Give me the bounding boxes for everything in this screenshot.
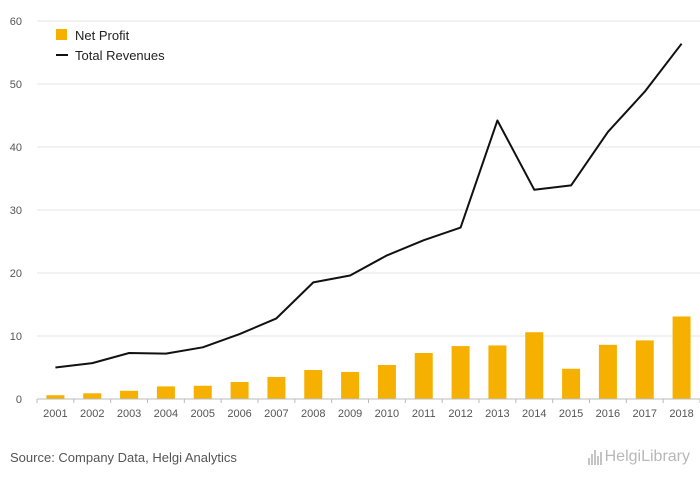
x-tick-label: 2001	[43, 408, 67, 420]
y-axis-labels: 0 10 20 30 40 50 60	[10, 16, 22, 406]
net-profit-bars	[46, 316, 691, 399]
x-tick-label: 2018	[669, 408, 693, 420]
x-axis-ticks	[36, 399, 700, 403]
x-tick-label: 2015	[559, 408, 583, 420]
x-tick-label: 2009	[338, 408, 362, 420]
bar-net-profit-2004	[156, 386, 175, 399]
bar-net-profit-2006	[230, 381, 249, 399]
y-tick-label: 50	[10, 79, 22, 91]
x-tick-label: 2014	[522, 408, 546, 420]
bar-net-profit-2008	[304, 370, 323, 399]
x-tick-label: 2002	[80, 408, 104, 420]
bar-net-profit-2010	[377, 364, 396, 399]
x-tick-label: 2012	[448, 408, 472, 420]
bar-net-profit-2007	[267, 376, 286, 399]
x-tick-label: 2010	[375, 408, 399, 420]
bar-net-profit-2013	[488, 345, 507, 399]
y-tick-label: 40	[10, 142, 22, 154]
y-tick-label: 30	[10, 205, 22, 217]
logo-bars-icon	[587, 449, 602, 465]
x-tick-label: 2004	[154, 408, 178, 420]
gridlines	[37, 20, 700, 337]
bar-net-profit-2003	[120, 390, 139, 399]
x-tick-label: 2013	[485, 408, 509, 420]
bar-net-profit-2018	[672, 316, 691, 399]
bar-net-profit-2011	[414, 353, 433, 399]
source-note: Source: Company Data, Helgi Analytics	[10, 450, 237, 465]
x-tick-label: 2003	[117, 408, 141, 420]
helgi-library-logo: HelgiLibrary	[587, 448, 690, 466]
legend-label-total-revenues: Total Revenues	[75, 48, 165, 63]
legend-label-net-profit: Net Profit	[75, 28, 130, 43]
x-axis-labels: 2001 2002 2003 2004 2005 2006 2007 2008 2009 2010…	[43, 408, 694, 420]
x-tick-label: 2008	[301, 408, 325, 420]
bar-net-profit-2005	[193, 385, 212, 399]
legend-swatch-net-profit	[56, 29, 67, 40]
x-tick-label: 2006	[227, 408, 251, 420]
bar-net-profit-2012	[451, 346, 470, 399]
x-tick-label: 2007	[264, 408, 288, 420]
y-tick-label: 10	[10, 331, 22, 343]
y-tick-label: 20	[10, 268, 22, 280]
bar-net-profit-2014	[525, 332, 544, 399]
y-tick-label: 0	[16, 394, 22, 406]
x-tick-label: 2011	[412, 408, 436, 420]
bar-net-profit-2016	[598, 344, 617, 399]
bar-net-profit-2002	[83, 393, 102, 399]
logo-text: HelgiLibrary	[604, 448, 690, 465]
x-tick-label: 2017	[633, 408, 657, 420]
x-tick-label: 2005	[191, 408, 215, 420]
total-revenues-line	[55, 43, 683, 369]
bar-net-profit-2009	[341, 371, 360, 399]
bar-net-profit-2015	[562, 368, 581, 399]
legend: Net Profit Total Revenues	[56, 28, 165, 63]
bar-net-profit-2001	[46, 395, 65, 399]
bar-net-profit-2017	[635, 340, 654, 399]
y-tick-label: 60	[10, 16, 22, 28]
x-tick-label: 2016	[596, 408, 620, 420]
